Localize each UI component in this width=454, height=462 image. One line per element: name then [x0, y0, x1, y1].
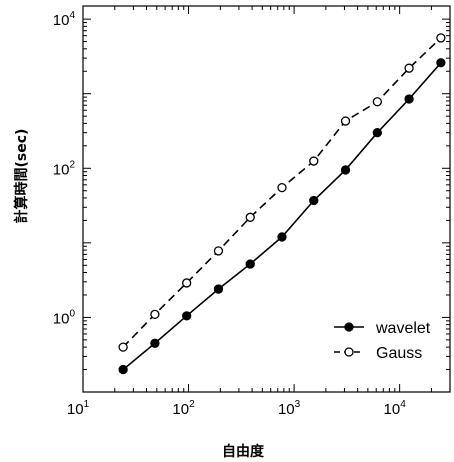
x-axis-label: 自由度	[222, 443, 265, 460]
data-point-gauss	[213, 246, 224, 256]
legend: wavelet Gauss	[334, 320, 431, 362]
x-tick-label: 101	[67, 399, 90, 418]
data-point-gauss	[118, 342, 128, 352]
data-point-gauss	[309, 156, 319, 166]
data-point-wavelet	[436, 58, 446, 68]
data-point-wavelet	[309, 195, 319, 206]
data-point-gauss	[277, 182, 287, 193]
data-series	[118, 33, 446, 375]
plot-frame	[82, 5, 451, 393]
data-point-wavelet	[277, 232, 287, 242]
legend-label-gauss: Gauss	[376, 345, 422, 362]
x-tick-label: 104	[384, 399, 407, 418]
data-point-gauss	[150, 309, 160, 319]
data-point-wavelet	[404, 94, 414, 104]
legend-label-wavelet: wavelet	[375, 320, 431, 337]
data-point-wavelet	[118, 364, 128, 375]
y-tick-label: 100	[53, 308, 76, 327]
data-point-gauss	[340, 116, 351, 126]
y-tick-label: 102	[53, 159, 76, 178]
data-point-wavelet	[182, 311, 192, 321]
data-point-wavelet	[150, 338, 160, 348]
data-point-wavelet	[245, 259, 255, 269]
data-point-wavelet	[340, 165, 351, 175]
data-point-wavelet	[372, 128, 382, 138]
x-tick-label: 103	[278, 399, 301, 418]
y-tick-label: 104	[53, 10, 76, 29]
data-point-gauss	[372, 97, 382, 107]
y-axis-label: 計算時間(sec)	[13, 129, 30, 224]
x-tick-label: 102	[172, 399, 195, 418]
data-point-gauss	[436, 33, 446, 43]
legend-marker-wavelet	[344, 322, 354, 332]
data-point-gauss	[182, 278, 192, 288]
data-point-gauss	[404, 63, 414, 73]
axis-ticks: 101 102 103 104 100 102 104	[53, 6, 451, 418]
plot-axes	[82, 5, 451, 393]
series-line-gauss	[122, 37, 442, 348]
legend-marker-gauss	[344, 347, 354, 357]
data-point-wavelet	[213, 284, 224, 294]
data-point-gauss	[245, 212, 255, 222]
